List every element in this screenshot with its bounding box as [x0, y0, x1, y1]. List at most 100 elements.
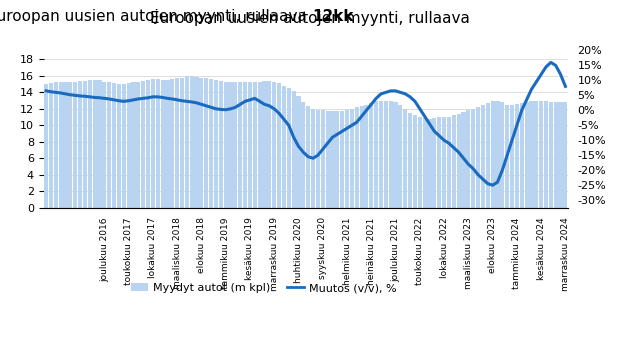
- Bar: [88, 80, 92, 208]
- Text: Euroopan uusien autojen myynti, rullaava: Euroopan uusien autojen myynti, rullaava: [0, 9, 312, 24]
- Bar: [510, 105, 514, 208]
- Bar: [408, 113, 412, 208]
- Bar: [452, 115, 456, 208]
- Bar: [427, 119, 432, 208]
- Bar: [223, 82, 228, 208]
- Bar: [558, 102, 563, 208]
- Bar: [228, 82, 233, 208]
- Bar: [263, 81, 266, 208]
- Bar: [311, 109, 315, 208]
- Bar: [354, 107, 359, 208]
- Bar: [364, 105, 369, 208]
- Bar: [326, 111, 329, 208]
- Bar: [335, 111, 339, 208]
- Bar: [97, 80, 102, 208]
- Bar: [345, 111, 349, 208]
- Bar: [59, 82, 63, 208]
- Bar: [180, 78, 184, 208]
- Bar: [199, 78, 203, 208]
- Bar: [466, 111, 470, 208]
- Bar: [127, 83, 130, 208]
- Bar: [422, 118, 427, 208]
- Bar: [515, 104, 519, 208]
- Bar: [78, 81, 82, 208]
- Bar: [68, 82, 72, 208]
- Bar: [238, 82, 242, 208]
- Bar: [384, 101, 388, 208]
- Bar: [146, 80, 150, 208]
- Bar: [277, 83, 281, 208]
- Bar: [219, 81, 223, 208]
- Bar: [132, 82, 135, 208]
- Bar: [83, 81, 87, 208]
- Bar: [476, 107, 480, 208]
- Bar: [520, 103, 524, 208]
- Bar: [155, 79, 160, 208]
- Bar: [539, 101, 544, 208]
- Bar: [214, 80, 218, 208]
- Bar: [394, 102, 397, 208]
- Bar: [170, 79, 174, 208]
- Bar: [389, 101, 392, 208]
- Bar: [92, 80, 97, 208]
- Bar: [529, 101, 534, 208]
- Bar: [437, 117, 441, 208]
- Bar: [359, 106, 364, 208]
- Bar: [544, 101, 548, 208]
- Bar: [553, 102, 558, 208]
- Legend: Myydyt autot (m kpl), Muutos (v/v), %: Myydyt autot (m kpl), Muutos (v/v), %: [127, 279, 401, 297]
- Bar: [485, 103, 490, 208]
- Bar: [165, 80, 170, 208]
- Bar: [102, 82, 107, 208]
- Bar: [253, 82, 257, 208]
- Text: 12kk: 12kk: [312, 9, 354, 24]
- Bar: [350, 109, 354, 208]
- Bar: [301, 102, 305, 208]
- Text: Euroopan uusien autojen myynti, rullaava: Euroopan uusien autojen myynti, rullaava: [150, 11, 474, 26]
- Bar: [175, 78, 179, 208]
- Bar: [267, 81, 271, 208]
- Bar: [563, 102, 567, 208]
- Bar: [107, 82, 111, 208]
- Bar: [505, 105, 509, 208]
- Bar: [151, 79, 155, 208]
- Bar: [122, 84, 126, 208]
- Bar: [442, 117, 446, 208]
- Bar: [296, 96, 301, 208]
- Bar: [432, 118, 436, 208]
- Bar: [316, 110, 320, 208]
- Bar: [141, 81, 145, 208]
- Bar: [369, 103, 373, 208]
- Bar: [160, 80, 165, 208]
- Bar: [233, 82, 238, 208]
- Bar: [321, 111, 325, 208]
- Bar: [248, 82, 252, 208]
- Bar: [117, 84, 121, 208]
- Bar: [525, 102, 529, 208]
- Bar: [330, 111, 334, 208]
- Bar: [306, 106, 310, 208]
- Bar: [417, 117, 422, 208]
- Bar: [340, 111, 344, 208]
- Bar: [413, 115, 417, 208]
- Bar: [291, 91, 296, 208]
- Bar: [112, 83, 116, 208]
- Bar: [64, 82, 67, 208]
- Bar: [282, 86, 286, 208]
- Bar: [461, 112, 466, 208]
- Bar: [272, 82, 276, 208]
- Bar: [471, 109, 475, 208]
- Bar: [481, 105, 485, 208]
- Bar: [185, 76, 189, 208]
- Bar: [204, 78, 208, 208]
- Bar: [258, 82, 261, 208]
- Bar: [286, 88, 291, 208]
- Bar: [54, 82, 58, 208]
- Bar: [548, 102, 553, 208]
- Bar: [500, 102, 504, 208]
- Bar: [457, 114, 461, 208]
- Bar: [398, 105, 402, 208]
- Bar: [73, 82, 77, 208]
- Bar: [403, 109, 407, 208]
- Bar: [447, 117, 451, 208]
